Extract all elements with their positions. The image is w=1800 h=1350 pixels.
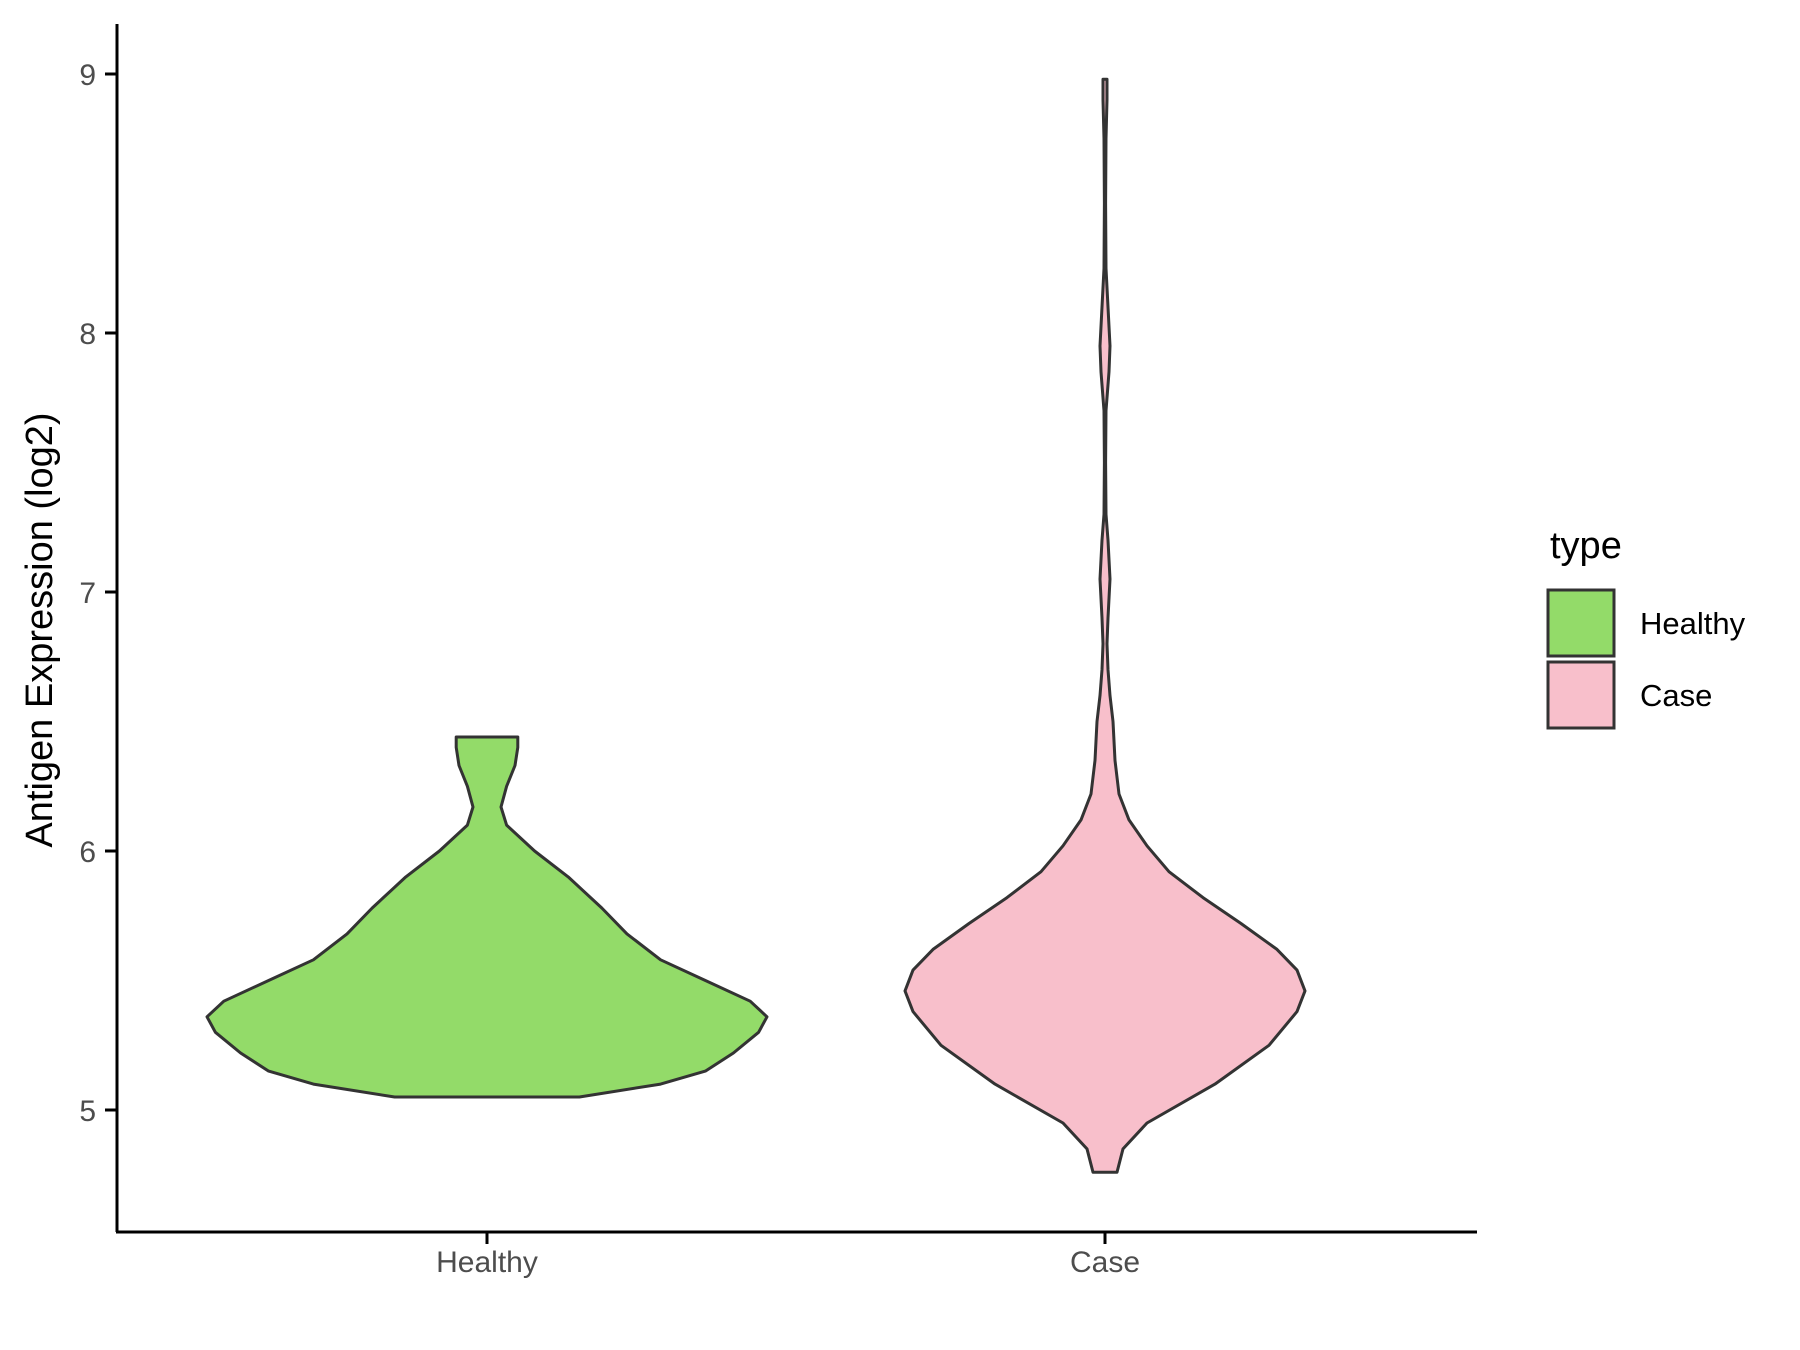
legend-title: type bbox=[1550, 525, 1622, 567]
y-tick-label: 7 bbox=[79, 577, 96, 610]
y-ticks: 5 6 7 8 9 bbox=[79, 59, 117, 1128]
y-tick-label: 6 bbox=[79, 836, 96, 869]
y-tick-label: 9 bbox=[79, 59, 96, 92]
legend: type Healthy Case bbox=[1546, 525, 1746, 730]
plot-area bbox=[205, 77, 1307, 1174]
legend-key-case bbox=[1546, 660, 1616, 730]
legend-key-healthy bbox=[1546, 588, 1616, 658]
y-tick-label: 8 bbox=[79, 318, 96, 351]
violin-healthy bbox=[205, 735, 769, 1099]
y-tick-label: 5 bbox=[79, 1095, 96, 1128]
x-tick-label: Case bbox=[1070, 1246, 1140, 1279]
legend-label-case: Case bbox=[1640, 678, 1712, 713]
legend-label-healthy: Healthy bbox=[1640, 606, 1746, 641]
x-ticks: Healthy Case bbox=[436, 1232, 1140, 1279]
violin-case bbox=[903, 77, 1307, 1174]
axes bbox=[115, 24, 1477, 1234]
y-axis-title: Antigen Expression (log2) bbox=[19, 412, 61, 847]
x-tick-label: Healthy bbox=[436, 1246, 538, 1279]
